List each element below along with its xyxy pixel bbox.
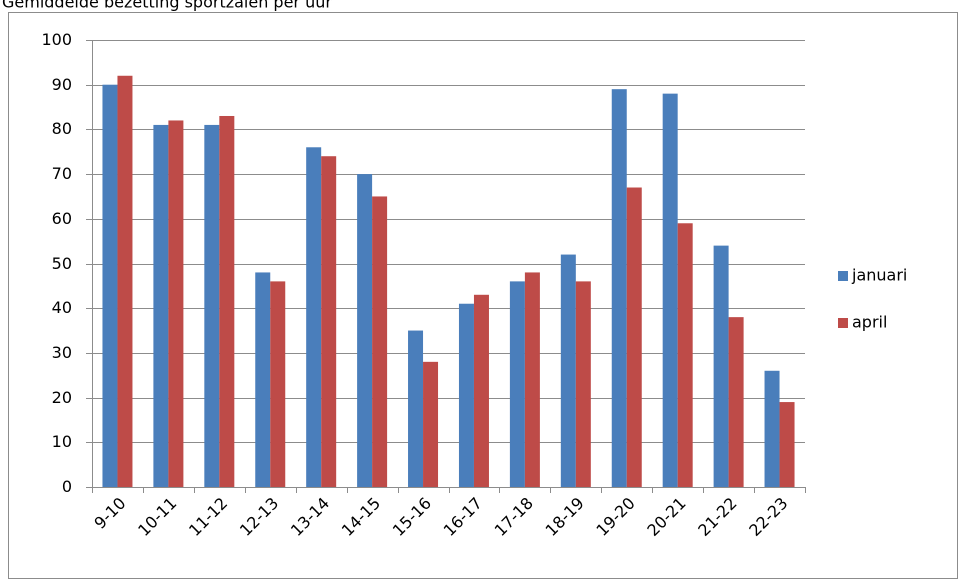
- bar: [662, 93, 678, 487]
- bar: [611, 89, 627, 488]
- y-tick-label: 30: [52, 343, 72, 362]
- bar: [357, 174, 373, 487]
- y-tick-label: 40: [52, 298, 72, 317]
- bar: [626, 187, 642, 487]
- bar: [102, 84, 118, 487]
- bar: [764, 370, 780, 487]
- bar: [219, 115, 235, 488]
- bar: [560, 254, 576, 487]
- bar: [306, 147, 322, 487]
- bar: [168, 120, 184, 488]
- bar: [677, 223, 693, 487]
- bar: [204, 124, 220, 488]
- legend-swatch: [838, 318, 848, 328]
- bar: [524, 272, 540, 487]
- bar: [423, 361, 439, 487]
- bar: [255, 272, 271, 487]
- bar: [575, 281, 591, 487]
- bar: [779, 402, 795, 487]
- bar: [408, 330, 424, 487]
- bar: [372, 196, 388, 487]
- legend-swatch: [838, 271, 848, 281]
- bar: [153, 124, 169, 488]
- legend-label: januari: [851, 266, 907, 285]
- y-tick-label: 10: [52, 432, 72, 451]
- y-tick-label: 0: [62, 477, 72, 496]
- bar: [321, 156, 337, 487]
- y-tick-label: 60: [52, 209, 72, 228]
- bar: [473, 294, 489, 487]
- y-tick-label: 20: [52, 388, 72, 407]
- chart-title: Gemiddelde bezetting sportzalen per uur: [2, 0, 332, 12]
- legend-label: april: [852, 313, 887, 332]
- bar: [270, 281, 286, 487]
- bar: [509, 281, 525, 487]
- y-tick-label: 80: [52, 119, 72, 138]
- bar: [728, 317, 744, 487]
- bar: [117, 75, 133, 487]
- y-tick-label: 90: [52, 75, 72, 94]
- y-tick-label: 50: [52, 254, 72, 273]
- y-tick-label: 100: [41, 30, 72, 49]
- y-tick-label: 70: [52, 164, 72, 183]
- bar: [713, 245, 729, 487]
- bar: [458, 303, 474, 487]
